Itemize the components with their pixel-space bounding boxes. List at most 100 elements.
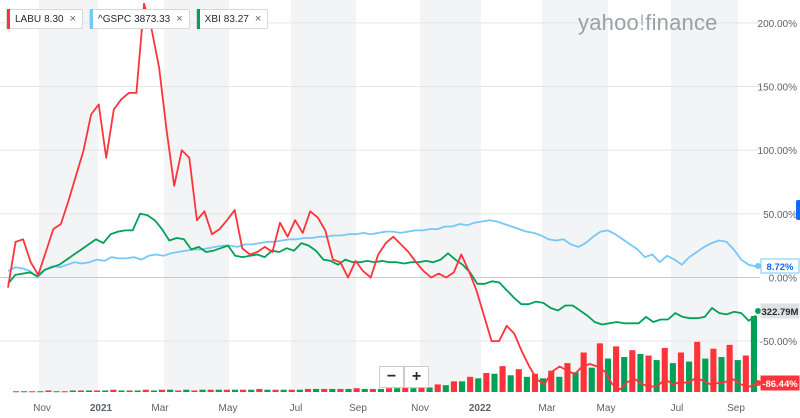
last-value-badge bbox=[760, 375, 800, 391]
volume-bar bbox=[369, 388, 376, 392]
logo-bang: ! bbox=[638, 10, 646, 35]
volume-bar bbox=[264, 389, 271, 392]
close-icon[interactable]: × bbox=[254, 13, 262, 25]
volume-bar bbox=[653, 360, 660, 392]
series-line-labu bbox=[7, 2, 757, 391]
volume-bar bbox=[669, 363, 676, 392]
x-tick-label: Jul bbox=[290, 403, 303, 414]
legend-chip-gspc[interactable]: ^GSPC 3873.33 × bbox=[89, 9, 190, 29]
legend-symbol: LABU bbox=[15, 13, 42, 25]
logo-suffix: finance bbox=[645, 10, 718, 35]
volume-bar bbox=[718, 357, 725, 392]
y-tick-label: -50.00% bbox=[760, 337, 797, 348]
volume-bar bbox=[118, 390, 125, 392]
volume-bar bbox=[288, 389, 295, 392]
volume-bar bbox=[361, 388, 368, 392]
y-tick-label: 100.00% bbox=[758, 146, 798, 157]
volume-bar bbox=[248, 389, 255, 392]
volume-bar bbox=[613, 346, 620, 392]
volume-bar bbox=[377, 388, 384, 392]
x-tick-label: Nov bbox=[411, 403, 429, 414]
series-end-dot bbox=[755, 263, 761, 269]
volume-bar bbox=[426, 387, 433, 392]
last-value-label: 8.72% bbox=[767, 262, 794, 273]
volume-bar bbox=[702, 358, 709, 392]
legend-swatch-labu bbox=[7, 9, 10, 29]
volume-bar bbox=[256, 388, 263, 392]
volume-bar bbox=[77, 390, 84, 392]
series-end-dot bbox=[755, 308, 761, 314]
volume-bar bbox=[629, 350, 636, 392]
volume-bar bbox=[21, 391, 28, 393]
zoom-in-button[interactable]: + bbox=[404, 366, 429, 388]
legend-chip-xbi[interactable]: XBI 83.27 × bbox=[195, 9, 269, 29]
x-tick-label: Jul bbox=[671, 403, 684, 414]
volume-bar bbox=[588, 367, 595, 392]
volume-bar bbox=[142, 389, 149, 392]
last-value-label: -86.44% bbox=[762, 379, 798, 390]
zoom-out-button[interactable]: − bbox=[379, 366, 404, 388]
series-line-gspc bbox=[7, 219, 757, 279]
volume-bar bbox=[515, 369, 522, 392]
volume-bar bbox=[394, 388, 401, 392]
close-icon[interactable]: × bbox=[69, 13, 77, 25]
y-tick-label: 150.00% bbox=[758, 83, 798, 94]
y-tick-label: 200.00% bbox=[758, 19, 798, 30]
volume-bar bbox=[645, 355, 652, 392]
series-line-xbi bbox=[7, 212, 757, 326]
last-value-label: 322.79M bbox=[762, 307, 799, 318]
volume-bar bbox=[410, 388, 417, 392]
legend-chip-labu[interactable]: LABU 8.30 × bbox=[6, 9, 84, 29]
volume-bar bbox=[272, 389, 279, 392]
volume-bar bbox=[345, 388, 352, 392]
volume-bar bbox=[215, 389, 222, 392]
yahoo-finance-logo: yahoo!finance bbox=[578, 10, 718, 36]
legend-symbol: ^GSPC bbox=[98, 13, 132, 25]
volume-bar bbox=[304, 388, 312, 392]
panel-toggle-tab[interactable] bbox=[796, 200, 800, 220]
volume-bar bbox=[475, 378, 482, 392]
volume-bar bbox=[199, 389, 206, 392]
volume-bar bbox=[167, 389, 174, 392]
logo-main: yahoo bbox=[578, 10, 639, 35]
volume-bar bbox=[150, 390, 157, 392]
legend-swatch-gspc bbox=[90, 9, 94, 29]
volume-bar bbox=[175, 390, 182, 392]
volume-bar bbox=[296, 389, 303, 392]
volume-bar bbox=[37, 391, 44, 393]
close-icon[interactable]: × bbox=[176, 13, 183, 25]
volume-bar bbox=[491, 373, 498, 392]
volume-bar bbox=[45, 390, 52, 392]
volume-bar bbox=[661, 347, 668, 392]
volume-bar bbox=[742, 355, 749, 392]
series-end-dot bbox=[755, 380, 761, 386]
legend: LABU 8.30 × ^GSPC 3873.33 × XBI 83.27 × bbox=[6, 9, 269, 29]
volume-bar bbox=[321, 388, 328, 392]
volume-bar bbox=[329, 388, 336, 392]
volume-bar bbox=[85, 390, 93, 392]
volume-bar bbox=[580, 352, 587, 392]
x-tick-label: Sep bbox=[727, 403, 745, 414]
volume-bar bbox=[231, 389, 239, 392]
y-tick-label: 0.00% bbox=[769, 273, 797, 284]
volume-bar bbox=[637, 354, 644, 392]
volume-bar bbox=[442, 385, 449, 392]
volume-bar bbox=[677, 352, 685, 392]
zoom-controls: − + bbox=[379, 366, 429, 388]
volume-bar bbox=[69, 390, 76, 392]
volume-bar bbox=[134, 390, 141, 392]
shaded-band bbox=[420, 0, 481, 392]
volume-bar bbox=[280, 389, 287, 392]
last-value-badge bbox=[760, 303, 800, 319]
volume-bar bbox=[418, 386, 425, 392]
volume-bar bbox=[556, 376, 563, 392]
shaded-band bbox=[291, 0, 356, 392]
volume-bar bbox=[434, 384, 441, 392]
volume-bar bbox=[548, 370, 555, 392]
legend-symbol: XBI bbox=[204, 13, 221, 25]
volume-bar bbox=[572, 372, 579, 392]
shaded-band bbox=[39, 0, 98, 392]
volume-bar bbox=[61, 391, 68, 393]
volume-bar bbox=[240, 389, 247, 392]
